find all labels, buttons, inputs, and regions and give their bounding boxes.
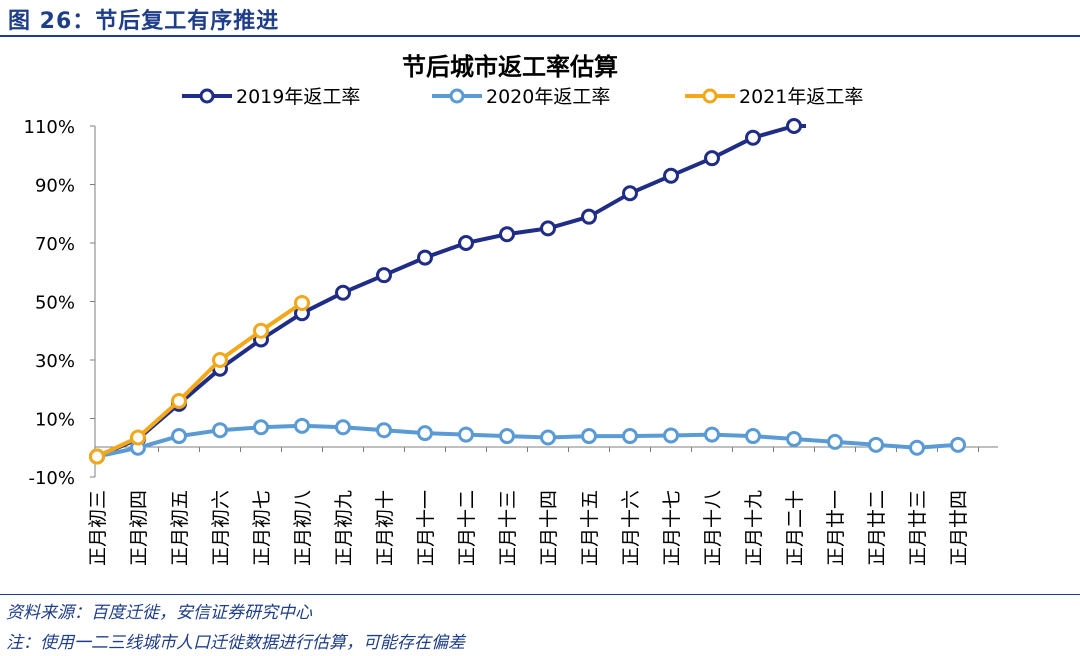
series-line — [96, 124, 806, 459]
data-point — [499, 226, 515, 243]
legend-swatch-marker — [199, 88, 215, 104]
data-point — [622, 185, 638, 202]
data-point — [704, 426, 720, 443]
x-tick-label: 正月初六 — [210, 490, 232, 566]
chart-series — [89, 118, 966, 465]
data-point — [909, 439, 925, 456]
x-tick-label: 正月初四 — [128, 490, 150, 566]
x-tick-label: 正月初十 — [374, 490, 396, 566]
data-point — [212, 422, 228, 439]
data-point — [663, 427, 679, 444]
figure-label: 图 26：节后复工有序推进 — [8, 9, 280, 34]
x-tick-label: 正月初三 — [87, 490, 109, 566]
x-tick-label: 正月廿三 — [907, 490, 929, 566]
x-tick-label: 正月十六 — [620, 490, 642, 566]
data-point — [376, 422, 392, 439]
series-line — [96, 423, 959, 459]
data-point — [171, 428, 187, 445]
legend-label: 2021年返工率 — [739, 86, 863, 108]
data-point — [540, 220, 556, 237]
x-tick-label: 正月十四 — [538, 490, 560, 566]
x-tick-label: 正月十一 — [415, 490, 437, 566]
data-point — [786, 118, 802, 134]
data-point — [704, 150, 720, 167]
chart-title: 节后城市返工率估算 — [402, 53, 618, 81]
data-point — [212, 352, 228, 368]
figure-header: 图 26：节后复工有序推进 — [0, 0, 1080, 36]
x-tick-label: 正月初九 — [333, 490, 355, 566]
top-rule — [0, 35, 1080, 37]
data-point — [89, 448, 105, 465]
data-point — [376, 267, 392, 284]
y-axis-ticks: 110% 90% 70% 50% 30% 10% -10% — [24, 117, 95, 489]
data-point — [663, 167, 679, 184]
data-point — [294, 294, 310, 311]
data-point — [950, 436, 966, 453]
legend-label: 2019年返工率 — [236, 86, 360, 108]
data-point — [253, 419, 269, 436]
legend-item: 2019年返工率 — [182, 86, 360, 108]
chart-legend: 2019年返工率 2020年返工率 2021年返工率 — [182, 86, 863, 108]
x-tick-label: 正月十二 — [456, 490, 478, 566]
y-tick-label: 10% — [35, 410, 75, 431]
x-tick-label: 正月十九 — [743, 490, 765, 566]
x-tick-label: 正月十七 — [661, 490, 683, 566]
data-point — [581, 208, 597, 225]
y-tick-label: -10% — [28, 468, 75, 489]
data-point — [417, 425, 433, 442]
x-axis-ticks: 正月初三 正月初四 正月初五 正月初六 正月初七 正月初八 正月初九 正月初十 正月十一 正月十二… — [87, 447, 979, 566]
x-tick-label: 正月廿一 — [825, 490, 847, 566]
data-point — [745, 428, 761, 445]
data-point — [335, 419, 351, 436]
x-tick-label: 正月初八 — [292, 490, 314, 566]
series-1 — [89, 417, 966, 465]
data-point — [171, 392, 187, 409]
legend-item: 2021年返工率 — [685, 86, 863, 108]
y-tick-label: 50% — [35, 293, 75, 314]
data-point — [417, 249, 433, 266]
data-point — [540, 429, 556, 446]
x-tick-label: 正月十三 — [497, 490, 519, 566]
data-point — [335, 284, 351, 301]
chart-axes — [94, 126, 998, 477]
x-tick-label: 正月二十 — [784, 490, 806, 566]
data-point — [130, 429, 146, 446]
data-point — [294, 417, 310, 434]
legend-swatch-marker — [449, 88, 465, 104]
x-tick-label: 正月廿二 — [866, 490, 888, 566]
series-0 — [89, 118, 806, 465]
y-tick-label: 90% — [35, 176, 75, 197]
data-point — [786, 430, 802, 447]
bottom-rule — [0, 594, 1080, 595]
data-point — [253, 322, 269, 339]
legend-item: 2020年返工率 — [432, 86, 610, 108]
data-point — [499, 428, 515, 445]
x-tick-label: 正月十八 — [702, 490, 724, 566]
data-point — [827, 433, 843, 450]
data-point — [868, 436, 884, 453]
x-tick-label: 正月初五 — [169, 490, 191, 566]
data-point — [622, 428, 638, 445]
x-tick-label: 正月廿四 — [948, 490, 970, 566]
series-2 — [89, 294, 310, 465]
data-point — [458, 426, 474, 443]
data-point — [745, 129, 761, 146]
legend-swatch-marker — [702, 88, 718, 104]
y-tick-label: 110% — [24, 117, 75, 138]
y-tick-label: 70% — [35, 234, 75, 255]
data-point — [581, 428, 597, 445]
y-tick-label: 30% — [35, 351, 75, 372]
data-point — [458, 235, 474, 251]
x-tick-label: 正月十五 — [579, 490, 601, 566]
x-tick-label: 正月初七 — [251, 490, 273, 566]
return-to-work-line-chart: 节后城市返工率估算 2019年返工率 2020年返工率 2021年返工率 110% 9… — [24, 53, 998, 566]
source-note: 资料来源：百度迁徙，安信证券研究中心 — [6, 603, 312, 623]
legend-label: 2020年返工率 — [486, 86, 610, 108]
remark-note: 注：使用一二三线城市人口迁徙数据进行估算，可能存在偏差 — [6, 633, 465, 653]
